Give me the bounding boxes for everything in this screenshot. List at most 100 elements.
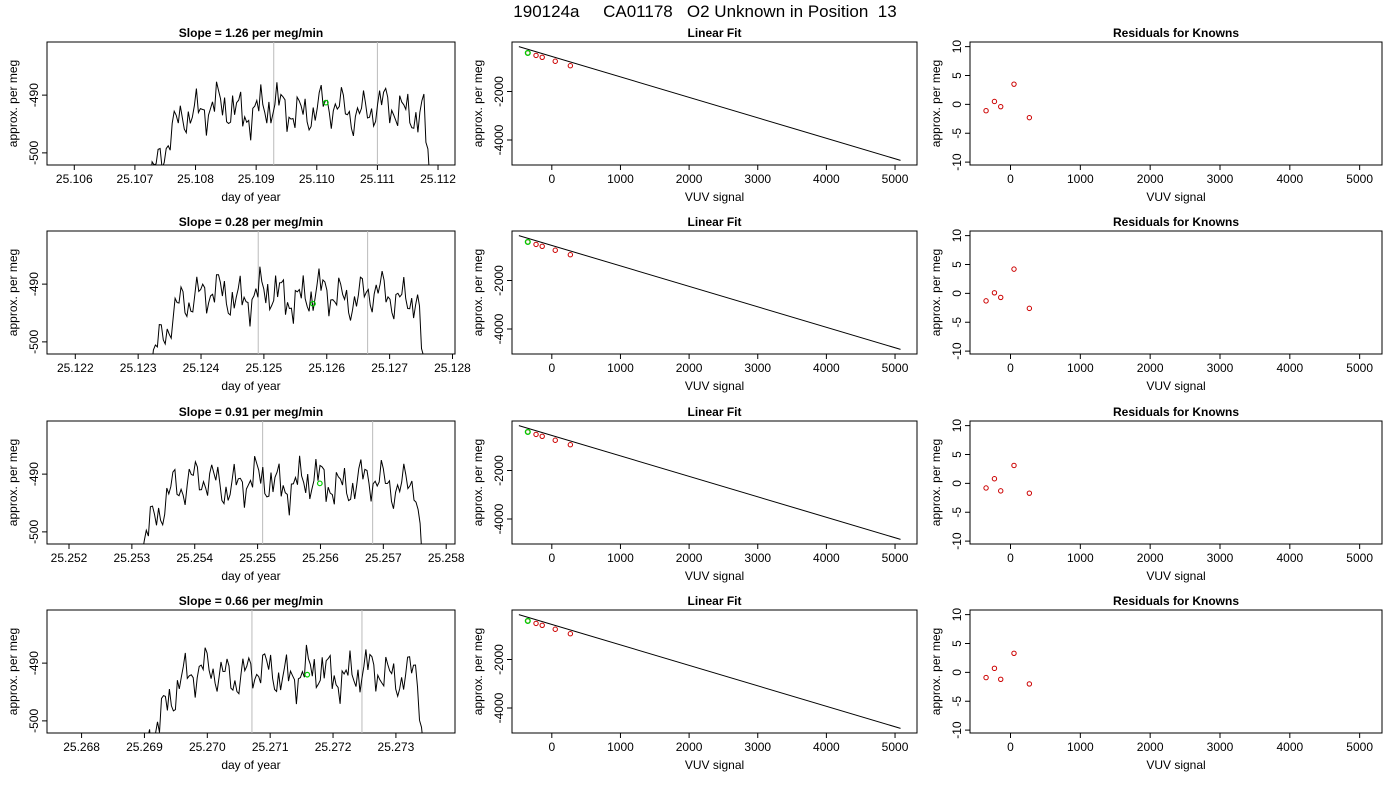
plot-area — [151, 42, 430, 165]
y-tick-label: -10 — [950, 532, 964, 550]
plot-area — [983, 266, 1033, 312]
known-point — [539, 622, 545, 628]
residual-point — [983, 485, 989, 491]
y-tick-label: 10 — [950, 419, 964, 433]
unknown-mean-point — [310, 300, 316, 307]
x-tick-label: 1000 — [607, 551, 634, 565]
plot-area — [983, 81, 1033, 121]
plot-frame — [969, 41, 1383, 166]
plot-frame — [969, 609, 1383, 734]
plot-area — [152, 231, 424, 354]
x-axis-label: VUV signal — [685, 569, 744, 583]
x-tick-label: 1000 — [1067, 551, 1094, 565]
known-point — [539, 433, 545, 439]
residual-point — [1011, 81, 1017, 87]
x-tick-label: 25.254 — [176, 551, 213, 565]
y-tick-label: -500 — [27, 141, 41, 165]
panel-title: Slope = 0.28 per meg/min — [179, 215, 323, 229]
plot-frame — [511, 609, 918, 734]
x-tick-label: 25.125 — [246, 361, 283, 375]
y-tick-label: -4000 — [492, 124, 506, 155]
x-axis-label: VUV signal — [1146, 190, 1205, 204]
panel-row3-linear-fit: Linear Fit 0 1000 2000 3000 4000 5000 -4000 -200… — [471, 405, 918, 583]
y-tick-label: -2000 — [492, 644, 506, 675]
x-tick-label: 25.273 — [378, 740, 415, 754]
known-point — [552, 626, 558, 632]
x-tick-label: 25.268 — [63, 740, 100, 754]
panel-row3-residuals: Residuals for Knowns 0 1000 2000 3000 4000 500… — [929, 405, 1383, 583]
x-tick-label: 4000 — [1276, 740, 1303, 754]
x-tick-label: 2000 — [676, 551, 703, 565]
x-tick-label: 25.106 — [56, 172, 93, 186]
residual-point — [991, 98, 998, 105]
x-tick-label: 0 — [1007, 551, 1014, 565]
y-tick-label: 5 — [950, 451, 964, 458]
plot-frame — [46, 230, 456, 355]
x-tick-label: 25.122 — [57, 361, 94, 375]
x-tick-label: 2000 — [676, 172, 703, 186]
unknown-point — [524, 617, 531, 624]
unknown-point — [524, 49, 531, 56]
y-tick-label: 10 — [950, 229, 964, 243]
fit-line — [518, 425, 901, 540]
fit-line — [518, 235, 901, 350]
x-tick-label: 25.257 — [365, 551, 402, 565]
y-tick-label: 5 — [950, 640, 964, 647]
known-point — [533, 52, 539, 59]
x-tick-label: 5000 — [1346, 551, 1373, 565]
y-tick-label: -10 — [950, 342, 964, 360]
panel-row2-residuals: Residuals for Knowns 0 1000 2000 3000 4000 500… — [929, 215, 1383, 393]
x-tick-label: 0 — [548, 172, 555, 186]
x-tick-label: 3000 — [744, 172, 771, 186]
x-tick-label: 25.270 — [189, 740, 226, 754]
residual-point — [983, 674, 989, 681]
x-tick-label: 25.255 — [239, 551, 276, 565]
unknown-mean-point — [316, 480, 323, 487]
panel-title: Linear Fit — [687, 215, 741, 229]
plot-frame — [46, 420, 456, 545]
y-tick-label: -490 — [27, 462, 41, 486]
x-tick-label: 25.124 — [183, 361, 220, 375]
x-tick-label: 2000 — [1137, 740, 1164, 754]
x-tick-label: 3000 — [1207, 551, 1234, 565]
y-tick-label: -2000 — [492, 76, 506, 107]
x-tick-label: 4000 — [813, 361, 840, 375]
y-tick-label: -5 — [950, 317, 964, 328]
x-tick-label: 1000 — [1067, 361, 1094, 375]
x-axis-label: day of year — [221, 569, 280, 583]
y-tick-label: 0 — [950, 290, 964, 297]
x-axis-label: VUV signal — [685, 379, 744, 393]
known-point — [552, 58, 558, 64]
plot-area — [518, 235, 901, 350]
y-tick-label: 10 — [950, 608, 964, 622]
panel-row1-residuals: Residuals for Knowns 0 1000 2000 3000 4000 500… — [929, 26, 1383, 204]
y-tick-label: -490 — [27, 272, 41, 296]
x-tick-label: 1000 — [1067, 172, 1094, 186]
x-tick-label: 0 — [548, 740, 555, 754]
plot-area — [983, 462, 1033, 496]
x-tick-label: 5000 — [1346, 740, 1373, 754]
panel-row4-timeseries: Slope = 0.66 per meg/min 25.268 25.269 25.2… — [6, 594, 456, 772]
figure-title: 190124a CA01178 O2 Unknown in Position 1… — [513, 2, 896, 21]
panel-title: Slope = 0.91 per meg/min — [179, 405, 323, 419]
x-tick-label: 25.109 — [238, 172, 275, 186]
x-axis-label: VUV signal — [685, 190, 744, 204]
y-tick-label: 0 — [950, 669, 964, 676]
y-tick-label: -490 — [27, 83, 41, 107]
x-tick-label: 5000 — [1346, 172, 1373, 186]
panel-title: Slope = 0.66 per meg/min — [179, 594, 323, 608]
x-tick-label: 3000 — [744, 740, 771, 754]
fit-line — [518, 614, 901, 729]
unknown-point — [524, 238, 531, 245]
panel-title: Residuals for Knowns — [1113, 405, 1239, 419]
residual-point — [991, 290, 998, 296]
x-tick-label: 4000 — [1276, 361, 1303, 375]
x-tick-label: 25.126 — [308, 361, 345, 375]
known-point — [552, 247, 558, 253]
known-point — [533, 431, 539, 438]
x-axis-label: VUV signal — [1146, 569, 1205, 583]
x-tick-label: 25.123 — [120, 361, 157, 375]
y-tick-label: -2000 — [492, 455, 506, 486]
known-point — [539, 243, 545, 249]
y-axis-label: approx. per meg — [6, 628, 20, 715]
